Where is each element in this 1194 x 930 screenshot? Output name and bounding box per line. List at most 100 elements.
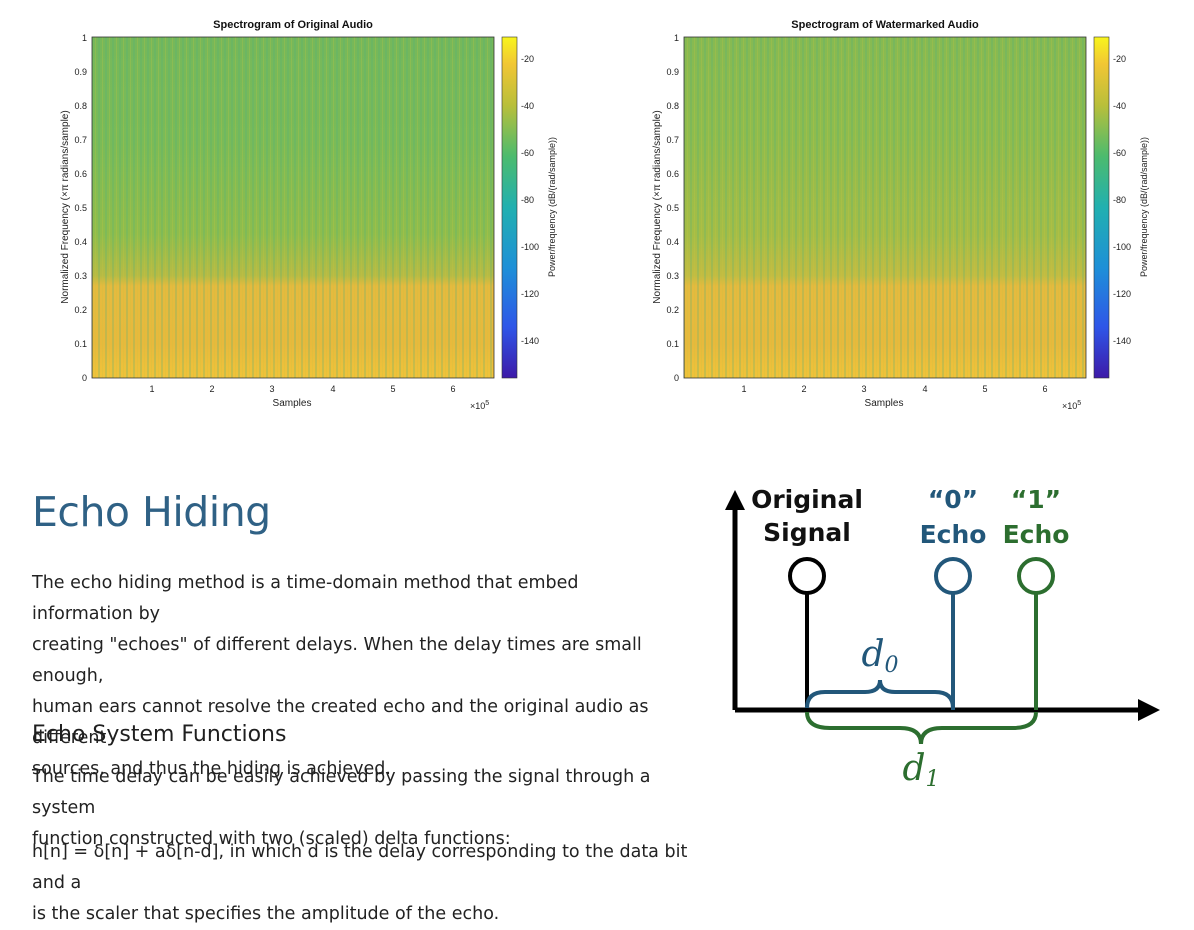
x-tick-label: 4 (330, 384, 335, 394)
spectrogram-2-texture (684, 37, 1086, 378)
colorbar-tick-label: -100 (1113, 242, 1131, 252)
colorbar-tick-label: -80 (521, 195, 534, 205)
spectrogram-2-title: Spectrogram of Watermarked Audio (791, 19, 979, 31)
colorbar-tick-label: -60 (521, 148, 534, 158)
paragraph-line: The time delay can be easily achieved by… (32, 767, 651, 818)
paragraph-line: h[n] = δ[n] + aδ[n-d], in which d is the… (32, 842, 688, 893)
colorbar-tick-label: -20 (521, 54, 534, 64)
y-axis-label: Normalized Frequency (×π radians/sample) (60, 110, 71, 303)
x-tick-label: 3 (269, 384, 274, 394)
y-tick-label: 0.9 (666, 67, 679, 77)
y-tick-label: 0.2 (74, 305, 87, 315)
y-tick-label: 0.1 (666, 339, 679, 349)
x-tick-label: 6 (1042, 384, 1047, 394)
spectrogram-1-xticks: 1 2 3 4 5 6 (149, 384, 455, 394)
d1-label: d1 (902, 748, 939, 792)
zero-echo-label: “0” (928, 485, 978, 514)
colorbar-tick-label: -40 (1113, 101, 1126, 111)
x-tick-label: 2 (209, 384, 214, 394)
x-tick-label: 4 (922, 384, 927, 394)
paragraph-line: sources, and thus the hiding is achieved… (32, 759, 391, 779)
y-tick-label: 0.6 (74, 169, 87, 179)
paragraph-line: human ears cannot resolve the created ec… (32, 697, 649, 748)
x-axis-label: Samples (865, 398, 904, 409)
zero-echo-label-line2: Echo (920, 520, 987, 549)
y-tick-label: 0.8 (74, 101, 87, 111)
one-echo-label-line2: Echo (1003, 520, 1070, 549)
spectrogram-1-title: Spectrogram of Original Audio (213, 19, 373, 31)
spectrogram-2: 0 0.1 0.2 0.3 0.4 0.5 0.6 0.7 0.8 0.9 1 … (652, 33, 1149, 411)
zero-echo-head (934, 557, 972, 595)
colorbar-label: Power/frequency (dB/(rad/sample)) (1139, 137, 1149, 277)
x-multiplier: ×105 (470, 400, 489, 411)
y-tick-label: 0.7 (666, 135, 679, 145)
spectrogram-2-colorbar-ticks: -20 -40 -60 -80 -100 -120 -140 (1113, 54, 1131, 346)
x-multiplier: ×105 (1062, 400, 1081, 411)
x-tick-label: 1 (741, 384, 746, 394)
paragraph-line: creating "echoes" of different delays. W… (32, 635, 642, 686)
colorbar-tick-label: -80 (1113, 195, 1126, 205)
colorbar-tick-label: -120 (521, 289, 539, 299)
d0-label: d0 (861, 634, 898, 678)
colorbar-tick-label: -140 (521, 336, 539, 346)
paragraph-line: function constructed with two (scaled) d… (32, 829, 511, 849)
system-paragraph: The time delay can be easily achieved by… (32, 762, 682, 855)
amplitude-axis-arrow-icon (725, 490, 745, 510)
d0-brace (805, 679, 955, 709)
y-tick-label: 0.5 (74, 203, 87, 213)
intro-paragraph: The echo hiding method is a time-domain … (32, 568, 682, 785)
y-tick-label: 0.3 (666, 271, 679, 281)
y-tick-label: 0.5 (666, 203, 679, 213)
y-tick-label: 0.2 (666, 305, 679, 315)
y-tick-label: 0.4 (74, 237, 87, 247)
y-tick-label: 0 (82, 373, 87, 383)
y-tick-label: 0.1 (74, 339, 87, 349)
spectrogram-1-colorbar-ticks: -20 -40 -60 -80 -100 -120 -140 (521, 54, 539, 346)
one-echo-head (1017, 557, 1055, 595)
x-tick-label: 5 (982, 384, 987, 394)
colorbar-tick-label: -20 (1113, 54, 1126, 64)
spectrogram-2-colorbar (1093, 36, 1110, 379)
colorbar-label: Power/frequency (dB/(rad/sample)) (547, 137, 557, 277)
colorbar-tick-label: -120 (1113, 289, 1131, 299)
y-tick-label: 1 (82, 33, 87, 43)
one-echo-label: “1” (1011, 485, 1061, 514)
echo-diagram: Original Signal “0” Echo “1” Echo d0 d1 (725, 485, 1160, 792)
y-axis-label: Normalized Frequency (×π radians/sample) (652, 110, 663, 303)
x-tick-label: 3 (861, 384, 866, 394)
y-tick-label: 1 (674, 33, 679, 43)
original-impulse-head (788, 557, 826, 595)
section-title: Echo Hiding (32, 488, 271, 536)
subsection-title: Echo System Functions (32, 722, 287, 747)
colorbar-tick-label: -40 (521, 101, 534, 111)
y-tick-label: 0.4 (666, 237, 679, 247)
spectrogram-2-yticks: 0 0.1 0.2 0.3 0.4 0.5 0.6 0.7 0.8 0.9 1 (666, 33, 679, 383)
x-axis-label: Samples (273, 398, 312, 409)
y-tick-label: 0.7 (74, 135, 87, 145)
time-axis-arrow-icon (1138, 699, 1160, 721)
y-tick-label: 0.9 (74, 67, 87, 77)
spectrogram-1-frame (91, 36, 495, 379)
spectrogram-2-frame (683, 36, 1087, 379)
x-tick-label: 1 (149, 384, 154, 394)
y-tick-label: 0.8 (666, 101, 679, 111)
spectrogram-1-texture (92, 37, 494, 378)
spectrogram-2-xticks: 1 2 3 4 5 6 (741, 384, 1047, 394)
x-tick-label: 5 (390, 384, 395, 394)
colorbar-tick-label: -140 (1113, 336, 1131, 346)
spectrogram-1-colorbar (501, 36, 518, 379)
original-signal-label: Original (751, 485, 863, 514)
spectrogram-1: 0 0.1 0.2 0.3 0.4 0.5 0.6 0.7 0.8 0.9 1 … (60, 33, 557, 411)
spectrogram-1-yticks: 0 0.1 0.2 0.3 0.4 0.5 0.6 0.7 0.8 0.9 1 (74, 33, 87, 383)
y-tick-label: 0.6 (666, 169, 679, 179)
y-tick-label: 0 (674, 373, 679, 383)
x-tick-label: 6 (450, 384, 455, 394)
d1-brace (805, 711, 1038, 745)
colorbar-tick-label: -60 (1113, 148, 1126, 158)
original-signal-label-line2: Signal (763, 518, 851, 547)
y-tick-label: 0.3 (74, 271, 87, 281)
colorbar-tick-label: -100 (521, 242, 539, 252)
paragraph-line: The echo hiding method is a time-domain … (32, 573, 579, 624)
formula-paragraph: h[n] = δ[n] + aδ[n-d], in which d is the… (32, 837, 692, 930)
x-tick-label: 2 (801, 384, 806, 394)
